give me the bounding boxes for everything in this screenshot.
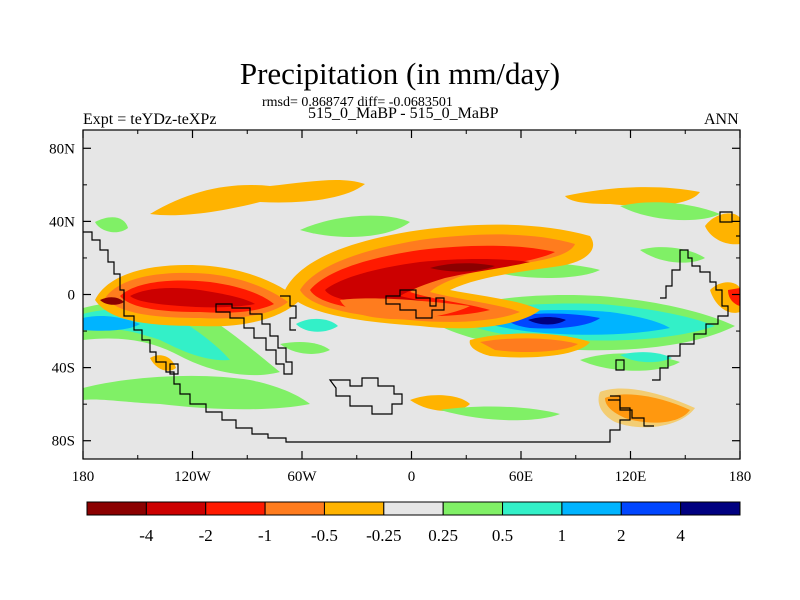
x-tick-label: 120E	[615, 469, 647, 485]
x-tick-label: 0	[408, 469, 416, 485]
y-tick-label: 80S	[52, 434, 75, 450]
x-tick-label: 180	[729, 469, 752, 485]
colorbar-swatch	[205, 501, 266, 516]
coastlines	[83, 211, 740, 443]
colorbar-label: 1	[558, 526, 567, 545]
y-tick-label: 40N	[49, 214, 75, 230]
colorbar-label: -0.25	[366, 526, 401, 545]
colorbar-swatch	[264, 501, 325, 516]
colorbar-label: 0.5	[492, 526, 513, 545]
colorbar-swatch	[680, 501, 741, 516]
colorbar-swatch	[323, 501, 385, 516]
experiment-label: Expt = teYDz-teXPz	[83, 111, 217, 128]
contour-fields	[83, 180, 740, 428]
plot-title: Precipitation (in mm/day)	[239, 56, 561, 91]
rmsd-diff-text: rmsd= 0.868747 diff= -0.0683501	[262, 95, 453, 110]
colorbar-label: 4	[676, 526, 685, 545]
axis-ticks: 80N 40N 0 40S 80S 180 120W 60W 0 60E 120E 180	[49, 130, 751, 485]
season-label: ANN	[704, 111, 739, 128]
colorbar-label: -4	[139, 526, 154, 545]
colorbar: -4 -2 -1 -0.5 -0.25 0.25 0.5 1 2 4	[86, 501, 741, 545]
colorbar-label: -2	[199, 526, 213, 545]
x-tick-label: 60W	[287, 469, 317, 485]
colorbar-swatch	[442, 501, 504, 516]
colorbar-label: -1	[258, 526, 272, 545]
colorbar-swatch	[561, 501, 622, 516]
x-tick-label: 180	[72, 469, 95, 485]
x-tick-label: 120W	[174, 469, 212, 485]
y-tick-label: 0	[68, 288, 76, 304]
x-tick-label: 60E	[509, 469, 533, 485]
colorbar-swatch	[383, 501, 444, 516]
colorbar-swatch	[86, 501, 147, 516]
colorbar-swatch	[145, 501, 207, 516]
colorbar-label: -0.5	[311, 526, 338, 545]
colorbar-label: 2	[617, 526, 626, 545]
colorbar-label: 0.25	[428, 526, 458, 545]
colorbar-swatch	[502, 501, 563, 516]
y-tick-label: 80N	[49, 141, 75, 157]
case-names: 515_0_MaBP - 515_0_MaBP	[308, 105, 499, 122]
y-tick-label: 40S	[52, 361, 75, 377]
colorbar-swatch	[620, 501, 682, 516]
